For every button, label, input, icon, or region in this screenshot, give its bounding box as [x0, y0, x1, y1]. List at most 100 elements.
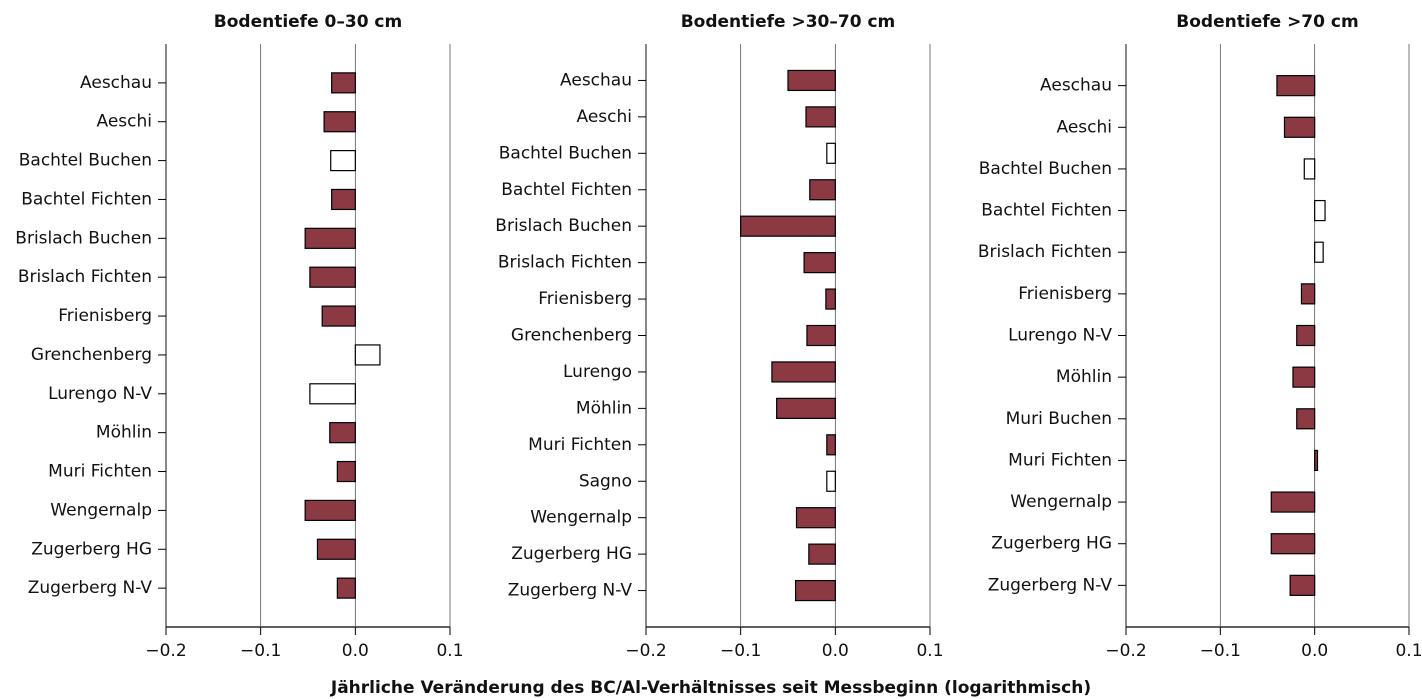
x-tick-label: 0.1: [916, 641, 943, 661]
y-tick-label: Brislach Fichten: [978, 242, 1112, 262]
panel-title: Bodentiefe >70 cm: [1176, 12, 1358, 32]
bar: [1276, 75, 1316, 97]
y-tick-label: Zugerberg HG: [511, 544, 632, 564]
y-tick-label: Muri Buchen: [1006, 409, 1112, 429]
y-tick-label: Frienisberg: [538, 289, 632, 309]
y-tick-label: Brislach Buchen: [495, 216, 632, 236]
bar: [806, 324, 836, 347]
bar: [329, 422, 356, 444]
x-tick-label: −0.2: [625, 641, 666, 661]
y-tick-label: Brislach Buchen: [15, 228, 152, 248]
x-tick-label: 0.0: [342, 641, 369, 661]
y-tick-label: Aeschau: [560, 70, 632, 90]
bar: [304, 499, 356, 521]
y-tick-label: Zugerberg HG: [31, 539, 152, 559]
bar: [316, 538, 356, 560]
bar: [794, 579, 836, 602]
x-tick-label: 0.0: [822, 641, 849, 661]
bar: [336, 577, 356, 599]
y-tick-label: Muri Fichten: [528, 435, 632, 455]
y-tick-label: Aeschi: [577, 107, 633, 127]
x-tick-label: −0.2: [145, 641, 186, 661]
y-tick-label: Möhlin: [96, 423, 152, 443]
bar: [826, 434, 836, 456]
x-tick-label: 0.1: [1395, 641, 1422, 661]
y-tick-label: Bachtel Buchen: [499, 143, 632, 163]
y-tick-label: Möhlin: [576, 398, 632, 418]
bar: [331, 72, 356, 94]
bar: [1270, 491, 1316, 513]
y-tick-label: Sagno: [579, 471, 632, 491]
bar: [826, 470, 836, 492]
bar: [771, 361, 836, 383]
y-tick-label: Grenchenberg: [511, 326, 632, 346]
bar: [1292, 366, 1316, 388]
bar: [825, 288, 836, 310]
y-tick-label: Lurengo N-V: [48, 384, 152, 404]
bar: [1296, 324, 1316, 347]
bar: [776, 397, 836, 419]
bar: [321, 305, 356, 327]
bar: [1270, 533, 1316, 555]
bar: [309, 383, 356, 405]
y-tick-label: Frienisberg: [1018, 284, 1112, 304]
y-tick-label: Bachtel Fichten: [21, 189, 152, 209]
bar: [1283, 116, 1316, 138]
bar: [740, 215, 836, 237]
y-tick-label: Aeschau: [80, 73, 152, 93]
bar: [323, 111, 356, 133]
y-tick-label: Zugerberg N-V: [988, 575, 1113, 595]
bar: [331, 188, 356, 211]
y-tick-label: Frienisberg: [58, 306, 152, 326]
y-tick-label: Grenchenberg: [31, 345, 152, 365]
x-tick-label: 0.1: [436, 641, 463, 661]
bar: [1300, 283, 1316, 305]
panel-title: Bodentiefe >30–70 cm: [681, 12, 896, 32]
bar: [805, 106, 836, 128]
y-tick-label: Zugerberg N-V: [28, 578, 153, 598]
y-tick-label: Bachtel Fichten: [501, 180, 632, 200]
y-tick-label: Muri Fichten: [1008, 450, 1112, 470]
y-tick-label: Aeschi: [97, 112, 153, 132]
y-tick-label: Bachtel Fichten: [981, 201, 1112, 221]
y-tick-label: Wengernalp: [50, 500, 152, 520]
bar: [1314, 241, 1324, 263]
bar: [795, 507, 836, 529]
y-tick-label: Lurengo: [563, 362, 632, 382]
y-tick-label: Aeschi: [1057, 117, 1113, 137]
bar: [1314, 199, 1326, 222]
bar: [826, 142, 836, 164]
y-tick-label: Bachtel Buchen: [979, 159, 1112, 179]
y-tick-label: Wengernalp: [1010, 492, 1112, 512]
bar: [1314, 449, 1319, 472]
bar: [809, 179, 836, 201]
x-tick-label: −0.1: [1200, 641, 1241, 661]
bar: [354, 344, 381, 366]
bar: [787, 69, 836, 92]
y-tick-label: Zugerberg HG: [991, 534, 1112, 554]
y-tick-label: Brislach Fichten: [18, 267, 152, 287]
bar: [309, 266, 356, 288]
x-tick-label: 0.0: [1301, 641, 1328, 661]
y-tick-label: Möhlin: [1056, 367, 1112, 387]
x-tick-label: −0.1: [720, 641, 761, 661]
x-axis-label: Jährliche Veränderung des BC/Al-Verhältn…: [330, 678, 1091, 698]
y-tick-label: Brislach Fichten: [498, 253, 632, 273]
bar: [803, 252, 836, 274]
y-tick-label: Wengernalp: [530, 508, 632, 528]
bar: [330, 150, 356, 172]
bar: [808, 543, 836, 565]
bar: [304, 227, 356, 249]
y-tick-label: Zugerberg N-V: [508, 581, 633, 601]
bar: [336, 460, 356, 483]
x-tick-label: −0.2: [1105, 641, 1146, 661]
bar: [1289, 574, 1316, 596]
bar: [1303, 158, 1316, 180]
x-tick-label: −0.1: [240, 641, 281, 661]
panel-title: Bodentiefe 0–30 cm: [214, 12, 402, 32]
y-tick-label: Lurengo N-V: [1008, 326, 1112, 346]
y-tick-label: Aeschau: [1040, 76, 1112, 96]
bar: [1296, 408, 1316, 430]
y-tick-label: Bachtel Buchen: [19, 151, 152, 171]
